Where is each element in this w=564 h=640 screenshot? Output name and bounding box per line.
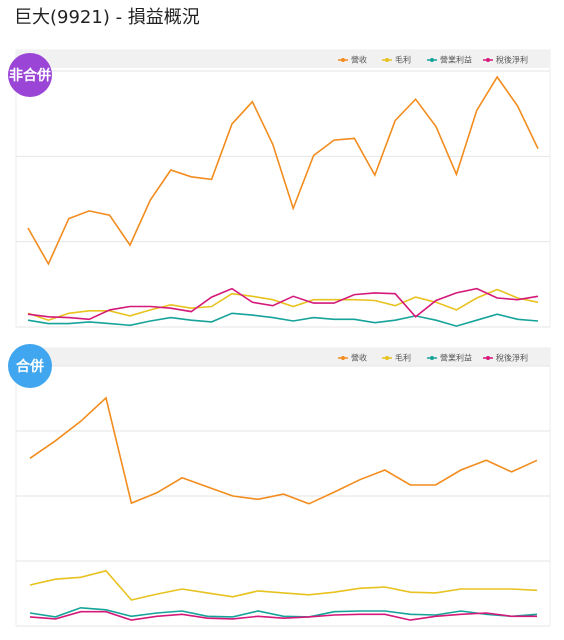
legend-label: 營收 bbox=[351, 55, 367, 65]
page-title: 巨大(9921) - 損益概況 bbox=[14, 7, 200, 28]
legend-label: 營業利益 bbox=[440, 55, 472, 65]
series-line bbox=[29, 569, 538, 601]
legend-dot bbox=[430, 58, 434, 62]
series-line bbox=[29, 606, 538, 618]
series-line bbox=[27, 288, 539, 322]
legend-dot bbox=[341, 356, 345, 360]
badge bbox=[8, 344, 52, 388]
legend-dot bbox=[486, 356, 490, 360]
series-line bbox=[27, 312, 539, 327]
legend-label: 營業利益 bbox=[440, 353, 472, 363]
chart-frame bbox=[15, 347, 551, 627]
legend-dot bbox=[486, 58, 490, 62]
legend-dot bbox=[341, 58, 345, 62]
legend-band bbox=[16, 348, 550, 366]
badge-label: 合併 bbox=[16, 358, 44, 375]
legend-label: 稅後淨利 bbox=[496, 353, 528, 363]
chart-frame bbox=[15, 49, 551, 328]
legend-label: 稅後淨利 bbox=[496, 55, 528, 65]
legend-label: 營收 bbox=[351, 353, 367, 363]
legend-dot bbox=[385, 356, 389, 360]
badge-label: 非合併 bbox=[9, 67, 51, 84]
legend-label: 毛利 bbox=[395, 55, 411, 65]
series-line bbox=[27, 75, 539, 266]
badge bbox=[8, 53, 52, 97]
legend-band bbox=[16, 50, 550, 68]
series-line bbox=[27, 287, 539, 321]
legend-dot bbox=[430, 356, 434, 360]
series-line bbox=[29, 610, 537, 621]
legend-dot bbox=[385, 58, 389, 62]
legend-label: 毛利 bbox=[395, 353, 411, 363]
series-line bbox=[29, 396, 538, 505]
